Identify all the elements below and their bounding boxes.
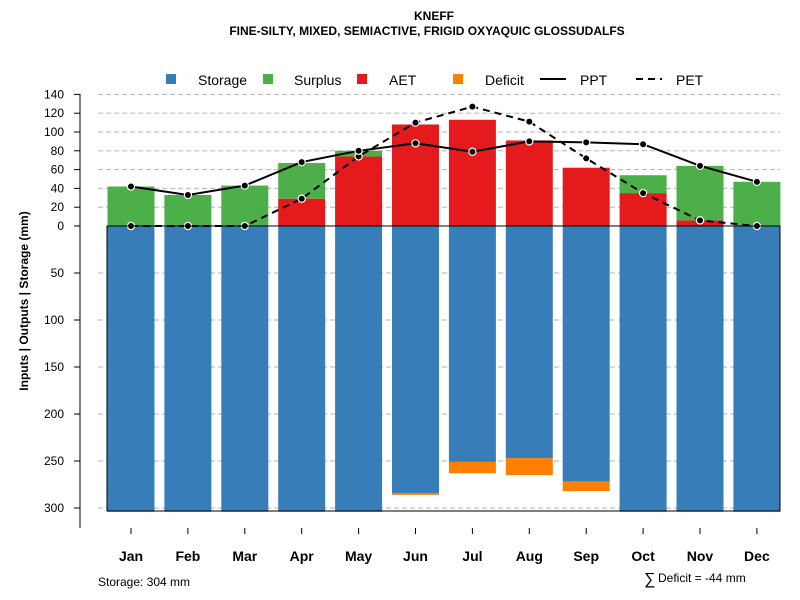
ppt-point bbox=[582, 138, 591, 147]
x-tick-label-jun: Jun bbox=[403, 548, 428, 564]
storage-bar bbox=[448, 226, 496, 462]
ppt-point bbox=[638, 140, 648, 149]
legend-surplus-label: Surplus bbox=[294, 72, 341, 88]
legend-ppt-label: PPT bbox=[580, 72, 608, 88]
x-tick-label-aug: Aug bbox=[516, 548, 543, 564]
x-tick-label-mar: Mar bbox=[232, 548, 257, 564]
surplus-bar bbox=[221, 185, 269, 226]
y-tick-label-upper: 80 bbox=[51, 144, 65, 158]
surplus-bar bbox=[107, 186, 155, 226]
surplus-bar bbox=[164, 194, 212, 226]
deficit-bar bbox=[448, 461, 496, 474]
x-axis-ticks: Jan Feb Mar Apr May Jun Jul Aug Sep Oct Nov Dec bbox=[119, 528, 770, 564]
y-axis-label: Inputs | Outputs | Storage (mm) bbox=[17, 211, 31, 390]
surplus-bar bbox=[733, 181, 781, 226]
storage-bar bbox=[164, 226, 212, 512]
deficit-bar bbox=[392, 492, 439, 495]
pet-point bbox=[297, 194, 306, 203]
legend-surplus-swatch bbox=[263, 74, 273, 84]
x-tick-label-jan: Jan bbox=[119, 548, 143, 564]
y-tick-label-upper: 140 bbox=[44, 87, 64, 101]
storage-bar bbox=[221, 226, 269, 512]
ppt-point bbox=[525, 137, 534, 146]
surplus-bar bbox=[676, 165, 724, 221]
x-tick-label-sep: Sep bbox=[573, 548, 599, 564]
pet-line bbox=[131, 105, 757, 227]
storage-bar bbox=[107, 226, 155, 512]
storage-bar bbox=[676, 226, 724, 512]
storage-frame bbox=[106, 225, 781, 512]
y-tick-label-upper: 0 bbox=[57, 219, 64, 233]
aet-bar bbox=[448, 119, 496, 226]
pet-point bbox=[525, 117, 534, 126]
chart-subtitle: FINE-SILTY, MIXED, SEMIACTIVE, FRIGID OX… bbox=[229, 24, 624, 38]
y-tick-label-upper: 60 bbox=[51, 163, 65, 177]
ppt-point bbox=[297, 157, 306, 167]
ppt-point bbox=[695, 161, 705, 171]
ppt-point bbox=[411, 139, 420, 148]
storage-footnote: Storage: 304 mm bbox=[98, 575, 190, 589]
storage-bar bbox=[562, 226, 610, 482]
pet-point bbox=[411, 118, 420, 127]
ppt-point bbox=[183, 190, 193, 200]
pet-point bbox=[468, 102, 477, 111]
legend-aet-label: AET bbox=[389, 72, 417, 88]
y-tick-label-upper: 120 bbox=[44, 106, 64, 120]
storage-bar bbox=[505, 226, 553, 459]
legend-aet-swatch bbox=[357, 74, 367, 84]
legend: Storage Surplus AET Deficit PPT PET bbox=[166, 72, 704, 88]
pet-point bbox=[638, 188, 648, 198]
x-tick-label-jul: Jul bbox=[462, 548, 482, 564]
x-tick-label-feb: Feb bbox=[175, 548, 200, 564]
x-tick-label-nov: Nov bbox=[687, 548, 714, 564]
y-tick-label-upper: 40 bbox=[51, 181, 65, 195]
ppt-point bbox=[354, 146, 363, 155]
aet-bar bbox=[278, 198, 326, 226]
legend-pet-label: PET bbox=[676, 72, 704, 88]
aet-bar bbox=[335, 156, 383, 226]
aet-bar bbox=[619, 193, 667, 226]
deficit-bar bbox=[505, 458, 553, 476]
legend-storage-label: Storage bbox=[198, 72, 247, 88]
series-lines bbox=[126, 102, 762, 231]
pet-point bbox=[582, 154, 591, 163]
y-axis-ticks: 0 20 40 60 80 100 120 140 50 100 150 200 250 300 bbox=[44, 87, 80, 515]
ppt-point bbox=[240, 181, 249, 190]
legend-deficit-swatch bbox=[453, 74, 463, 84]
y-tick-label-lower: 250 bbox=[44, 454, 64, 468]
y-tick-label-lower: 50 bbox=[51, 266, 65, 280]
ppt-point bbox=[752, 177, 762, 187]
y-tick-label-upper: 100 bbox=[44, 125, 64, 139]
ppt-line bbox=[130, 140, 758, 196]
chart-title: KNEFF bbox=[414, 9, 454, 23]
pet-point bbox=[695, 216, 705, 225]
deficit-footnote: Deficit = -44 mm bbox=[658, 571, 746, 585]
legend-deficit-label: Deficit bbox=[485, 72, 524, 88]
surplus-bar bbox=[619, 175, 667, 194]
storage-bar bbox=[733, 226, 781, 512]
aet-bar bbox=[562, 167, 610, 226]
y-tick-label-lower: 150 bbox=[44, 360, 64, 374]
bars bbox=[107, 119, 781, 512]
storage-bar bbox=[392, 226, 439, 493]
aet-bar bbox=[505, 140, 553, 226]
deficit-bar bbox=[562, 481, 610, 492]
x-tick-label-dec: Dec bbox=[744, 548, 770, 564]
x-tick-label-may: May bbox=[345, 548, 372, 564]
y-tick-label-lower: 100 bbox=[44, 313, 64, 327]
storage-bar bbox=[278, 226, 326, 512]
y-tick-label-upper: 20 bbox=[51, 200, 65, 214]
sum-symbol: ∑ bbox=[644, 571, 655, 588]
storage-bar bbox=[335, 226, 383, 512]
storage-bar bbox=[619, 226, 667, 512]
ppt-point bbox=[126, 182, 136, 191]
x-tick-label-oct: Oct bbox=[631, 548, 655, 564]
y-tick-label-lower: 200 bbox=[44, 407, 64, 421]
y-tick-label-lower: 300 bbox=[44, 501, 64, 515]
legend-storage-swatch bbox=[166, 74, 176, 84]
x-tick-label-apr: Apr bbox=[290, 548, 315, 564]
ppt-point bbox=[468, 147, 477, 156]
